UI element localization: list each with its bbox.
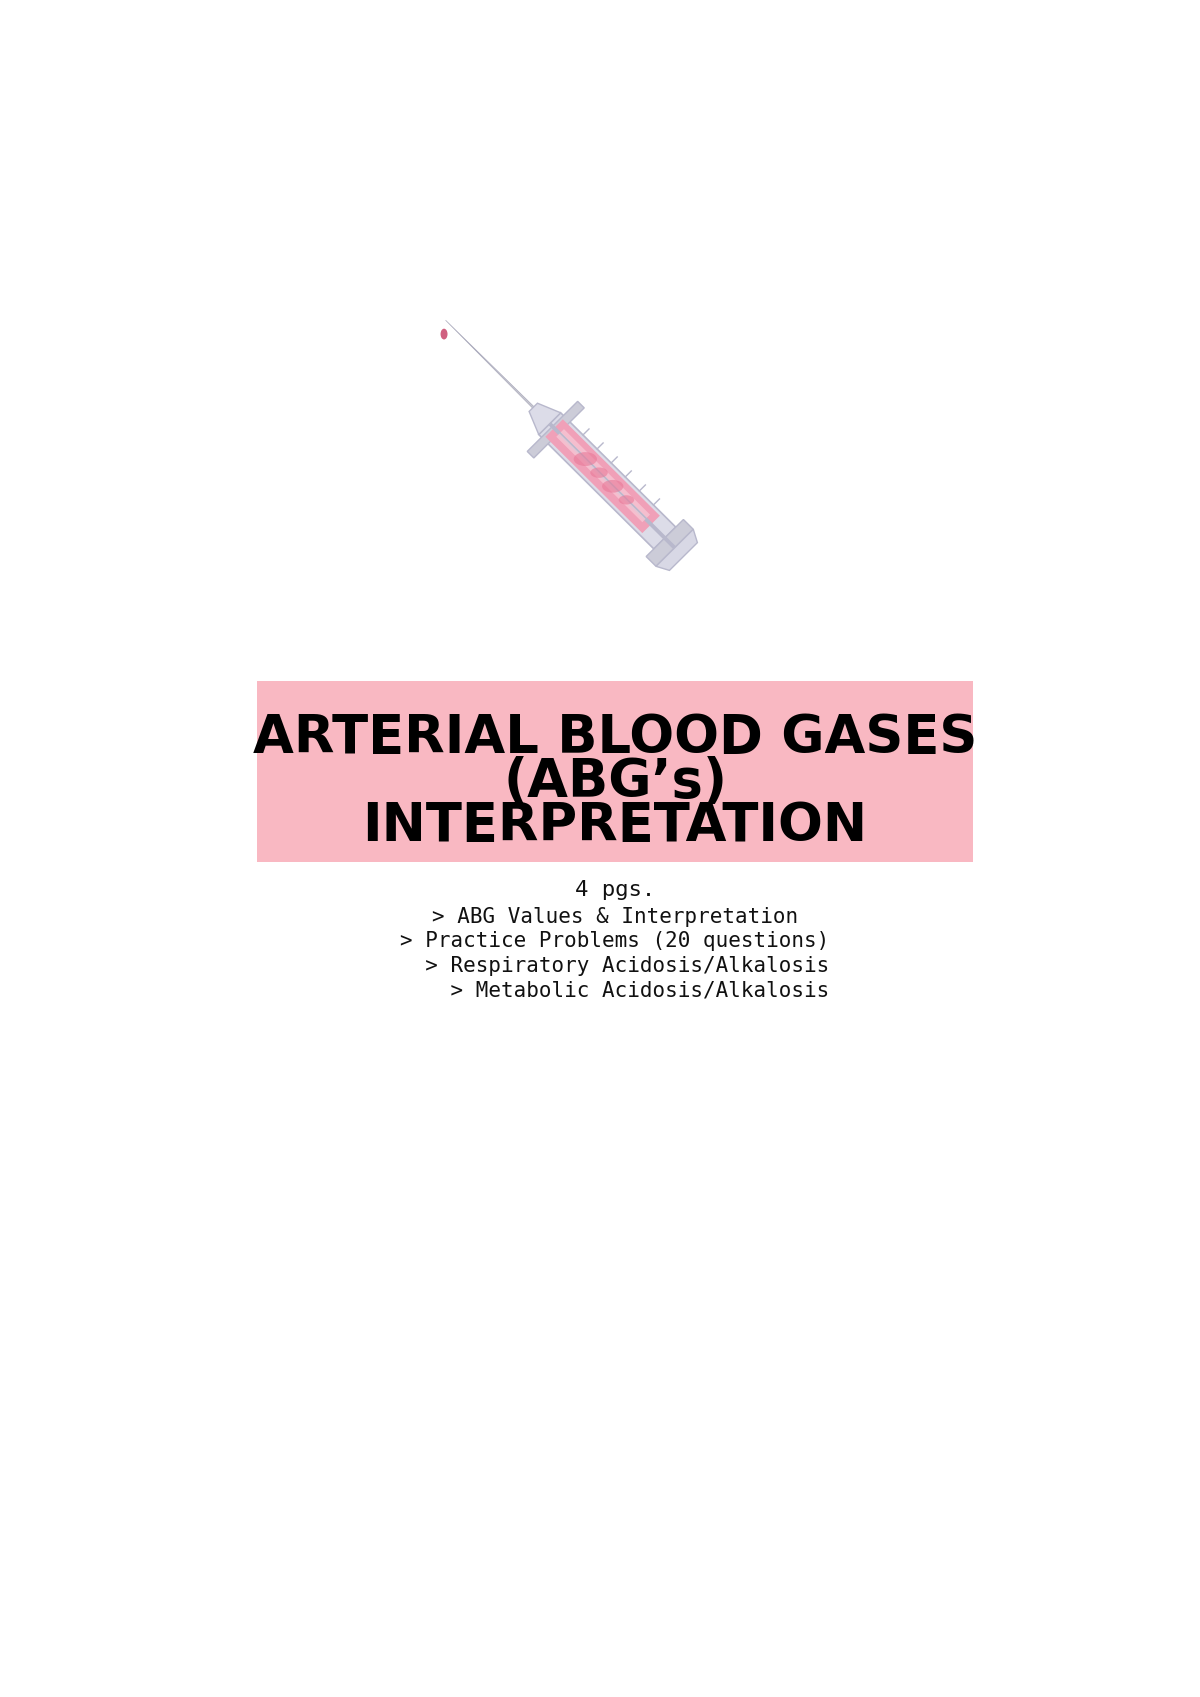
Text: INTERPRETATION: INTERPRETATION: [362, 799, 868, 852]
Text: (ABG’s): (ABG’s): [503, 757, 727, 808]
Text: > ABG Values & Interpretation: > ABG Values & Interpretation: [432, 906, 798, 927]
Polygon shape: [529, 404, 560, 434]
Text: ARTERIAL BLOOD GASES: ARTERIAL BLOOD GASES: [253, 711, 977, 764]
Ellipse shape: [619, 496, 634, 504]
Polygon shape: [257, 680, 973, 862]
Text: > Metabolic Acidosis/Alkalosis: > Metabolic Acidosis/Alkalosis: [401, 981, 829, 1001]
Polygon shape: [560, 429, 650, 518]
Polygon shape: [527, 402, 584, 458]
Text: > Respiratory Acidosis/Alkalosis: > Respiratory Acidosis/Alkalosis: [401, 955, 829, 976]
Ellipse shape: [440, 329, 448, 339]
Ellipse shape: [590, 467, 607, 479]
Polygon shape: [545, 419, 660, 533]
Ellipse shape: [574, 451, 596, 467]
Ellipse shape: [602, 480, 623, 492]
Text: 4 pgs.: 4 pgs.: [575, 879, 655, 899]
Polygon shape: [539, 412, 676, 548]
Polygon shape: [445, 321, 534, 407]
Polygon shape: [656, 529, 697, 570]
Text: > Practice Problems (20 questions): > Practice Problems (20 questions): [401, 932, 829, 952]
Polygon shape: [548, 423, 676, 550]
Polygon shape: [557, 433, 646, 523]
Polygon shape: [646, 519, 694, 567]
